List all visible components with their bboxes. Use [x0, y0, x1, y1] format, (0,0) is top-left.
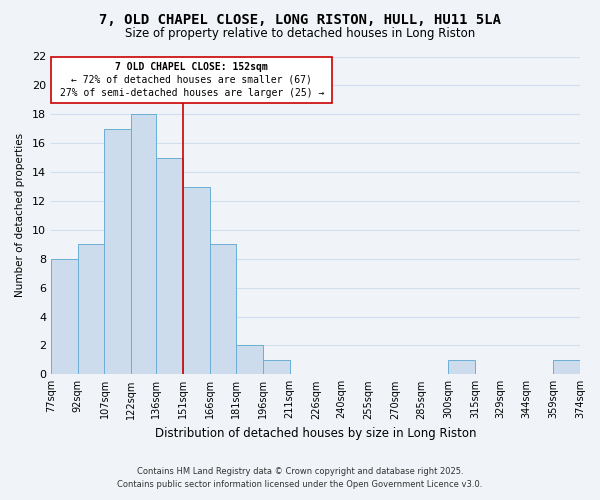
Bar [104, 128, 131, 374]
Text: 7, OLD CHAPEL CLOSE, LONG RISTON, HULL, HU11 5LA: 7, OLD CHAPEL CLOSE, LONG RISTON, HULL, … [99, 12, 501, 26]
Bar [236, 346, 263, 374]
Bar [183, 186, 209, 374]
Bar [448, 360, 475, 374]
X-axis label: Distribution of detached houses by size in Long Riston: Distribution of detached houses by size … [155, 427, 476, 440]
Bar [209, 244, 236, 374]
Bar [78, 244, 104, 374]
Text: 7 OLD CHAPEL CLOSE: 152sqm: 7 OLD CHAPEL CLOSE: 152sqm [115, 62, 268, 72]
Text: Contains HM Land Registry data © Crown copyright and database right 2025.
Contai: Contains HM Land Registry data © Crown c… [118, 468, 482, 489]
Bar [156, 158, 183, 374]
Bar [131, 114, 156, 374]
Bar [51, 258, 78, 374]
Bar [263, 360, 290, 374]
Bar [553, 360, 580, 374]
Text: Size of property relative to detached houses in Long Riston: Size of property relative to detached ho… [125, 28, 475, 40]
Text: 27% of semi-detached houses are larger (25) →: 27% of semi-detached houses are larger (… [59, 88, 324, 98]
Y-axis label: Number of detached properties: Number of detached properties [15, 134, 25, 298]
Text: ← 72% of detached houses are smaller (67): ← 72% of detached houses are smaller (67… [71, 74, 312, 85]
FancyBboxPatch shape [51, 56, 332, 102]
